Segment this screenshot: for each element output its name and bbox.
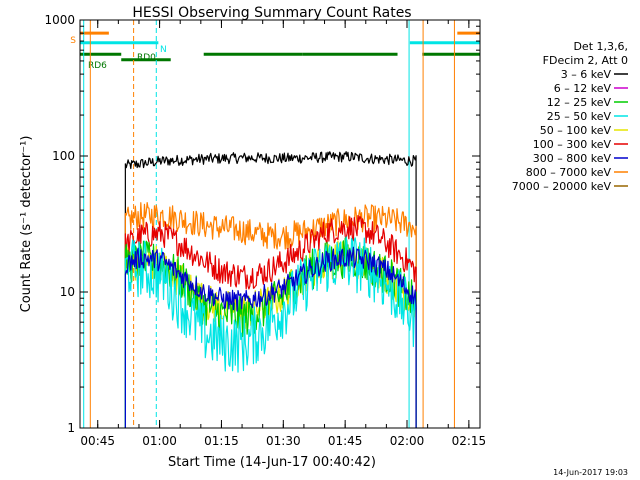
y-tick-label-2: 100 <box>52 149 75 163</box>
x-tick-label-0: 00:45 <box>80 434 115 448</box>
observing-bar-label-s: S <box>70 36 76 46</box>
chart-title: HESSI Observing Summary Count Rates <box>132 5 411 21</box>
y-tick-label-3: 1000 <box>44 13 75 27</box>
legend-entry-label-7: 800 – 7000 keV <box>526 166 612 179</box>
series-line-2 <box>124 214 417 428</box>
observing-bar-label-n: N <box>160 45 167 55</box>
series-line-6 <box>124 246 417 428</box>
legend-header-detectors: Det 1,3,6, <box>573 40 628 53</box>
observing-bar-label-rd6: RD6 <box>88 61 107 71</box>
series-line-1 <box>124 202 417 428</box>
x-tick-label-5: 02:00 <box>390 434 425 448</box>
x-tick-label-1: 01:00 <box>142 434 177 448</box>
series-line-0 <box>124 151 417 428</box>
legend-entry-label-8: 7000 – 20000 keV <box>512 180 612 193</box>
y-tick-label-1: 10 <box>60 285 75 299</box>
y-axis-label: Count Rate (s⁻¹ detector⁻¹) <box>19 136 34 313</box>
observing-bar-label-rd0: RD0 <box>137 53 156 63</box>
x-tick-label-4: 01:45 <box>328 434 363 448</box>
observing-bars: S N RD0 RD6 <box>70 31 480 71</box>
x-tick-label-6: 02:15 <box>452 434 487 448</box>
legend-entry-label-0: 3 – 6 keV <box>561 68 612 81</box>
legend-entry-label-6: 300 – 800 keV <box>533 152 612 165</box>
series-lines <box>124 151 417 428</box>
legend-entry-label-1: 6 – 12 keV <box>554 82 612 95</box>
plot-frame <box>79 19 481 429</box>
legend-header-decimation: FDecim 2, Att 0 <box>543 54 628 67</box>
legend-entry-label-4: 50 – 100 keV <box>540 124 612 137</box>
x-tick-label-3: 01:30 <box>266 434 301 448</box>
legend-entry-label-5: 100 – 300 keV <box>533 138 612 151</box>
axes: 1 10 100 1000 00:45 01:00 01:15 01:30 01:45 02:00… <box>44 13 486 448</box>
series-line-5 <box>124 236 417 428</box>
footer-timestamp: 14-Jun-2017 19:03 <box>553 468 628 477</box>
x-tick-label-2: 01:15 <box>204 434 239 448</box>
legend-entry-label-3: 25 – 50 keV <box>547 110 612 123</box>
series-line-4 <box>124 237 417 428</box>
x-axis-label: Start Time (14-Jun-17 00:40:42) <box>168 455 376 470</box>
y-tick-label-0: 1 <box>67 421 75 435</box>
legend-entry-label-2: 12 – 25 keV <box>547 96 612 109</box>
